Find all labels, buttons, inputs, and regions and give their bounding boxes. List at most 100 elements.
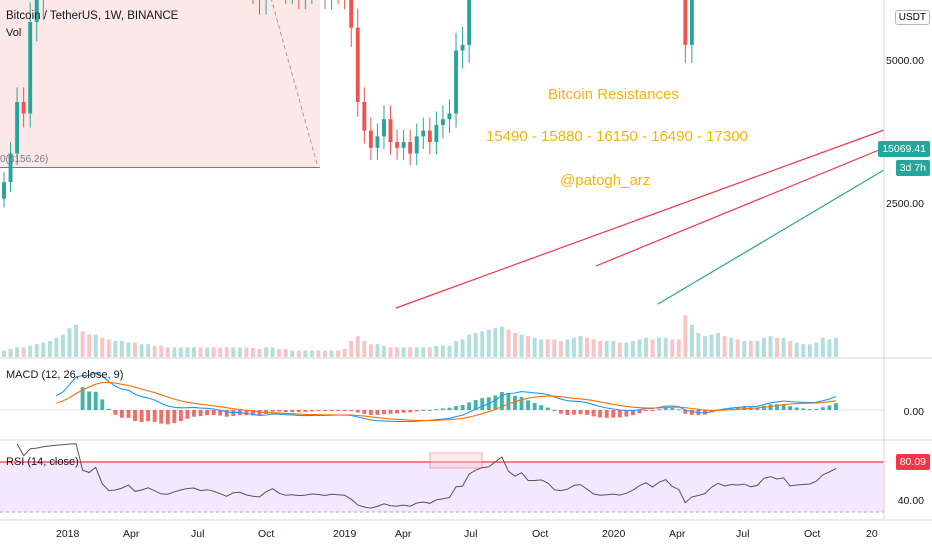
candle-body [408,142,413,154]
macd-histogram-bar [689,410,694,415]
volume-bar [119,341,124,357]
volume-bar [788,341,793,357]
volume-bar [323,350,327,357]
candle-body [382,119,386,137]
volume-bar [611,341,616,357]
volume-bar [408,347,413,357]
volume-bar [768,336,773,357]
macd-histogram-bar [539,405,544,410]
volume-bar [218,347,223,357]
volume-bar [34,344,39,357]
time-tick-label: Apr [669,528,686,540]
candle-body [368,130,373,148]
macd-histogram-bar [250,410,255,416]
volume-bar [2,350,6,357]
volume-bar [8,349,13,357]
macd-histogram-bar [781,404,786,410]
volume-bar [486,329,491,357]
volume-bar [133,342,137,357]
macd-histogram-bar [480,398,485,410]
currency-badge[interactable]: USDT [894,10,930,25]
volume-bar [146,344,151,357]
macd-histogram-bar [565,410,570,415]
macd-histogram-bar [676,409,681,411]
volume-bar [558,341,563,357]
macd-histogram-bar [670,408,675,410]
rsi-40-label: 40.00 [897,495,924,507]
macd-histogram-bar [506,393,511,410]
volume-bar [663,337,668,357]
candle-body [15,102,20,154]
macd-histogram-bar [834,403,838,410]
macd-histogram-bar [270,410,275,412]
macd-histogram-bar [493,395,498,410]
candle-body [460,44,465,51]
rsi-line [16,443,837,509]
volume-bar [257,349,262,357]
volume-bar [41,342,46,357]
volume-bar [519,334,524,357]
macd-histogram-bar [342,410,347,411]
volume-bar [309,350,314,357]
volume-bar [303,350,308,357]
macd-histogram-bar [244,410,249,416]
volume-bar [604,341,609,357]
volume-bar [67,328,72,357]
macd-histogram-bar [427,409,432,411]
macd-histogram-bar [794,407,799,410]
volume-bar [113,341,118,357]
volume-bar [755,341,760,357]
volume-bar [244,347,249,357]
macd-histogram-bar [663,407,668,410]
macd-line [56,372,837,423]
volume-bar [382,345,386,357]
macd-histogram-bar [630,410,635,416]
volume-bar [460,339,465,357]
volume-bar [198,347,203,357]
macd-histogram-bar [820,407,825,410]
macd-histogram-bar [139,410,144,423]
macd-histogram-bar [624,410,629,417]
candle-body [683,0,688,45]
volume-bar [742,341,747,357]
macd-histogram-bar [375,410,380,415]
volume-bar [47,341,52,357]
macd-histogram-bar [604,410,609,418]
volume-bar [676,339,681,357]
volume-bar [598,341,603,357]
volume-bar [493,328,498,357]
volume-bar [807,344,812,357]
macd-histogram-bar [198,410,203,417]
volume-bar [21,347,26,357]
fib-level-label: 0(3156.26) [0,154,49,166]
macd-histogram-bar [329,410,334,411]
macd-histogram-bar [572,410,576,415]
volume-bar [650,339,655,357]
macd-histogram-bar [807,409,812,411]
macd-histogram-bar [775,404,779,410]
macd-histogram-bar [513,395,517,410]
volume-bar [178,347,183,357]
volume-bar [100,337,105,357]
candles [2,0,694,208]
fibonacci-retracement [0,0,320,168]
volume-bar [159,345,164,357]
volume-bar [349,341,354,357]
volume-bar [211,347,216,357]
macd-histogram-bar [395,410,400,414]
candle-body [2,182,6,199]
volume-bar [591,339,596,357]
volume-bar [28,345,33,357]
macd-histogram-bar [264,410,268,414]
candle-body [362,102,367,131]
macd-histogram-bar [768,404,773,410]
volume-bar [703,336,707,357]
volume-bar [709,334,714,357]
time-tick-label: 20 [866,528,878,540]
macd-histogram-bar [460,405,465,410]
time-tick-label: Oct [258,528,275,540]
volume-bar [74,325,79,357]
volume-bar [388,347,393,357]
